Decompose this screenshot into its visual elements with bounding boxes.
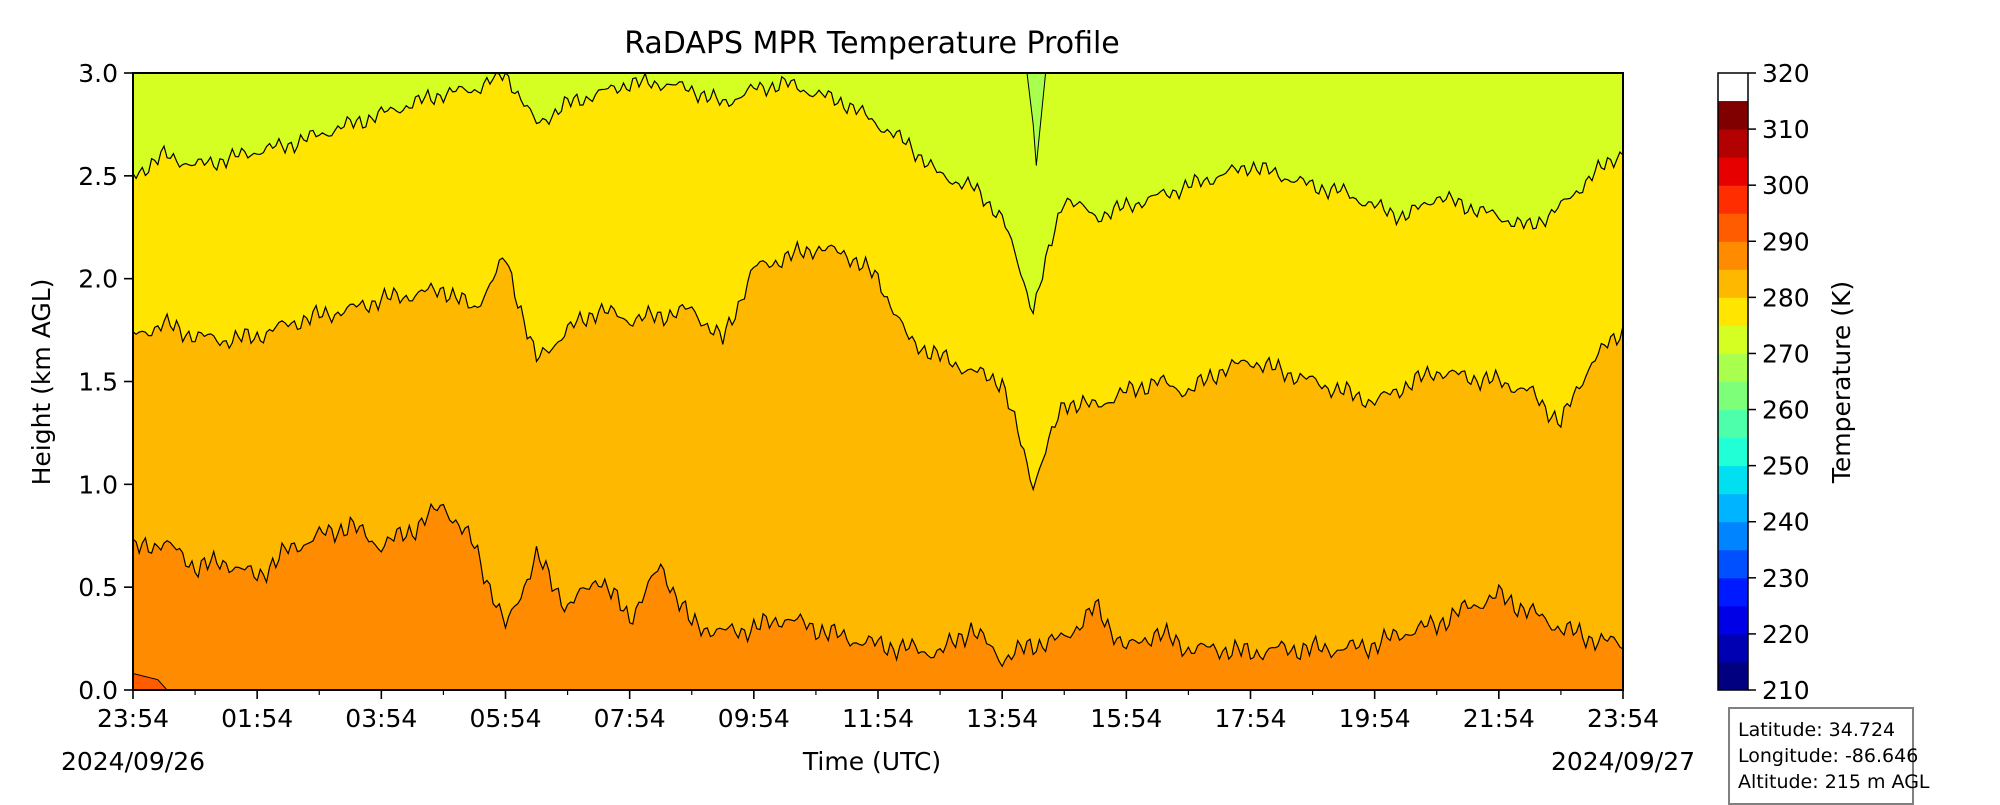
x-tick-label: 19:54: [1339, 704, 1411, 733]
y-tick-label: 0.5: [78, 573, 118, 602]
x-tick-label: 23:54: [97, 704, 169, 733]
colorbar-segment: [1718, 493, 1748, 523]
y-axis-label: Height (km AGL): [27, 279, 56, 486]
x-tick-label: 09:54: [718, 704, 790, 733]
colorbar-segment: [1718, 577, 1748, 607]
colorbar-segment: [1718, 241, 1748, 270]
x-tick-label: 15:54: [1090, 704, 1162, 733]
latitude-text: Latitude: 34.724: [1738, 719, 1896, 741]
colorbar-tick-label: 310: [1762, 115, 1810, 144]
altitude-text: Altitude: 215 m AGL: [1738, 771, 1930, 793]
colorbar-segment: [1718, 353, 1748, 382]
start-date-label: 2024/09/26: [61, 747, 205, 776]
colorbar-segment: [1718, 521, 1748, 551]
colorbar-segment: [1718, 157, 1748, 186]
colorbar-tick-label: 260: [1762, 396, 1810, 425]
longitude-text: Longitude: -86.646: [1738, 745, 1919, 767]
x-tick-label: 13:54: [966, 704, 1038, 733]
colorbar-segment: [1718, 297, 1748, 326]
contour-line-285K: [132, 239, 1624, 492]
y-tick-label: 2.5: [78, 162, 118, 191]
x-axis: 23:54 01:54 03:54 05:54 07:54 09:54 11:54 13:54…: [97, 690, 1659, 733]
colorbar-tick-label: 290: [1762, 227, 1810, 256]
colorbar-segment: [1718, 381, 1748, 411]
colorbar-segment: [1718, 101, 1748, 130]
contour-line-290K: [132, 502, 1624, 668]
x-tick-label: 03:54: [345, 704, 417, 733]
plot-area: [132, 71, 1624, 691]
y-tick-label: 1.5: [78, 368, 118, 397]
colorbar-tick-label: 210: [1762, 676, 1810, 705]
colorbar-tick-label: 230: [1762, 564, 1810, 593]
x-tick-label: 17:54: [1214, 704, 1286, 733]
x-axis-label: Time (UTC): [802, 747, 941, 776]
colorbar-segment: [1718, 661, 1748, 691]
colorbar-segment: [1718, 325, 1748, 354]
colorbar-frame: [1717, 72, 1749, 691]
colorbar-segment: [1718, 465, 1748, 495]
x-tick-label: 21:54: [1463, 704, 1535, 733]
colorbar-segment: [1718, 549, 1748, 579]
band-285-290K: [133, 242, 1623, 690]
band-290-295K: [133, 504, 1623, 690]
colorbar-tick-label: 220: [1762, 620, 1810, 649]
x-tick-label: 01:54: [221, 704, 293, 733]
colorbar-tick-label: 270: [1762, 339, 1810, 368]
colorbar-segment: [1718, 185, 1748, 214]
colorbar-segment: [1718, 633, 1748, 663]
location-info-box: Latitude: 34.724 Longitude: -86.646 Alti…: [1728, 707, 1930, 805]
colorbar-tick-label: 250: [1762, 452, 1810, 481]
colorbar-segment: [1718, 409, 1748, 439]
colorbar-segment: [1718, 605, 1748, 635]
colorbar-tick-label: 320: [1762, 59, 1810, 88]
colorbar-label: Temperature (K): [1827, 281, 1856, 484]
colorbar-tick-label: 280: [1762, 283, 1810, 312]
colorbar-segment: [1718, 437, 1748, 467]
colorbar-segment: [1718, 269, 1748, 298]
chart-title: RaDAPS MPR Temperature Profile: [624, 26, 1120, 61]
x-tick-label: 11:54: [842, 704, 914, 733]
colorbar-segment: [1718, 213, 1748, 242]
colorbar: 210 220 230 240 250 260 270 280 290 300 310 320: [1717, 59, 1810, 705]
colorbar-segment: [1718, 129, 1748, 158]
colorbar-tick-label: 300: [1762, 171, 1810, 200]
colorbar-tick-label: 240: [1762, 508, 1810, 537]
y-tick-label: 1.0: [78, 470, 118, 499]
x-tick-label: 07:54: [594, 704, 666, 733]
y-tick-label: 3.0: [78, 59, 118, 88]
x-tick-label: 23:54: [1587, 704, 1659, 733]
end-date-label: 2024/09/27: [1551, 747, 1695, 776]
contour-line-280K: [132, 71, 1624, 316]
y-axis: 0.0 0.5 1.0 1.5 2.0 2.5 3.0: [78, 59, 133, 705]
y-tick-label: 0.0: [78, 676, 118, 705]
x-tick-label: 05:54: [469, 704, 541, 733]
y-tick-label: 2.0: [78, 265, 118, 294]
